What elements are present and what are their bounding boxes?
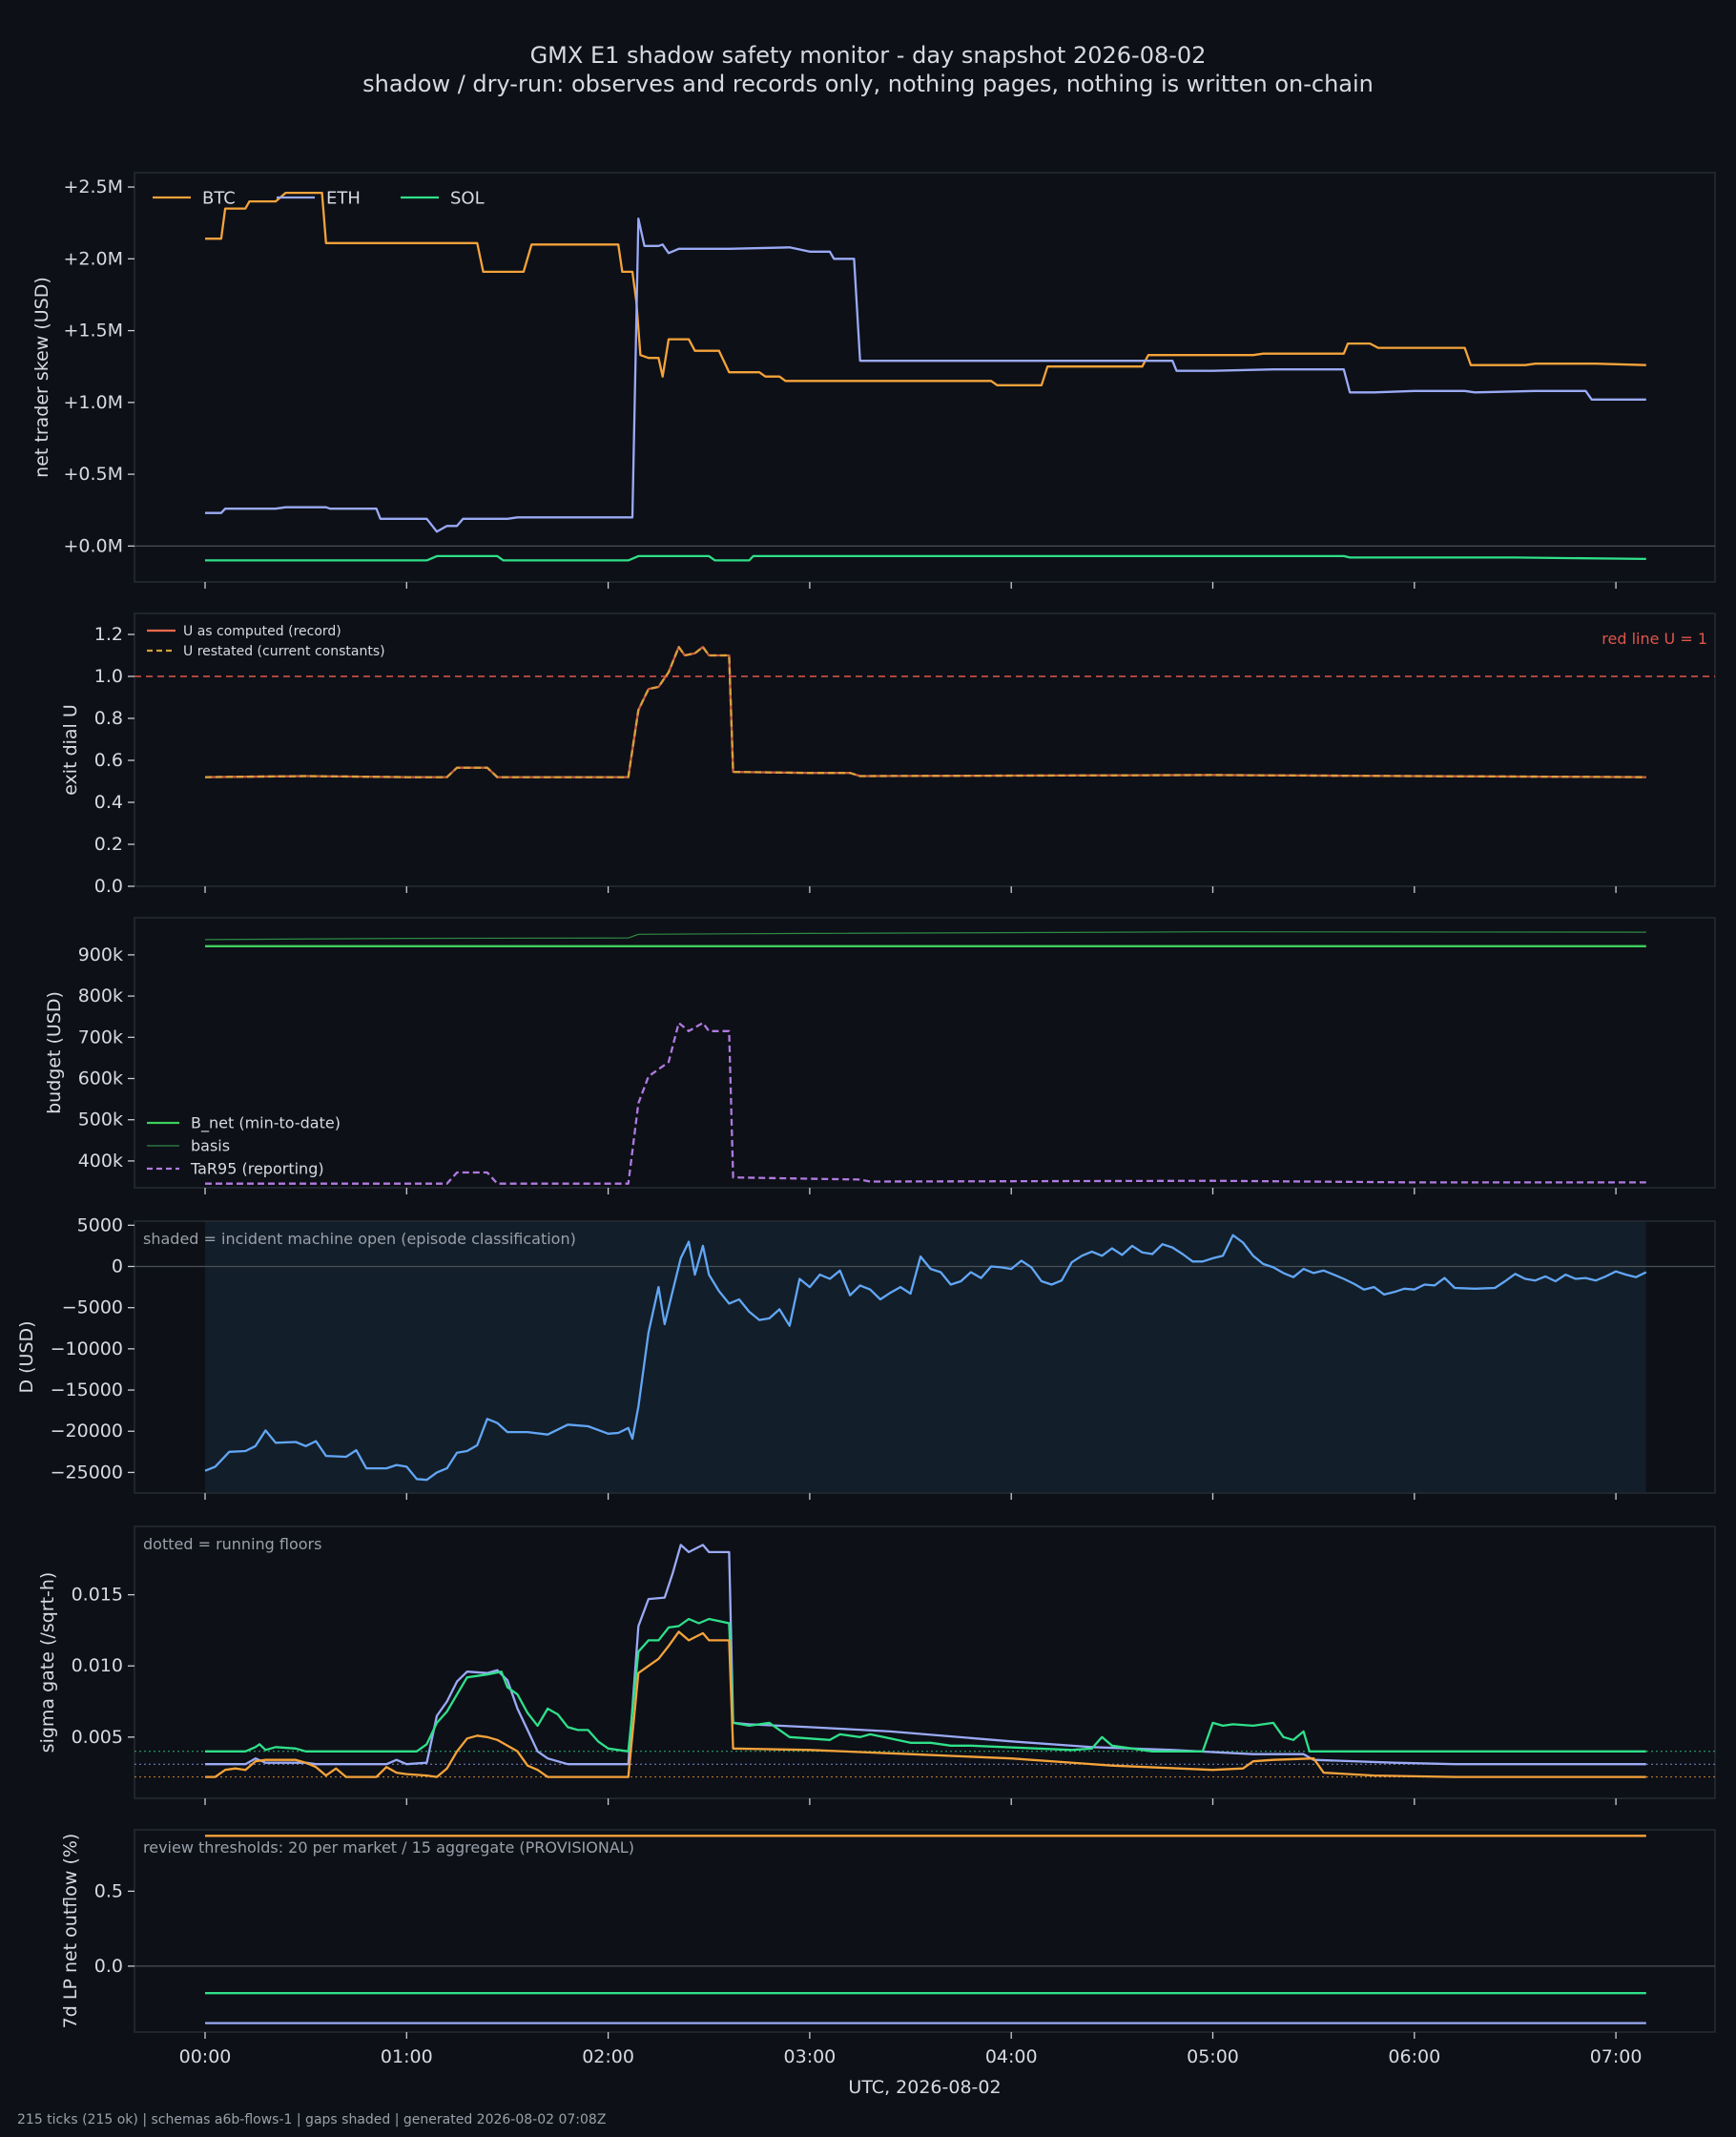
- panel-annotation: red line U = 1: [1602, 630, 1707, 648]
- panel-annotation: shaded = incident machine open (episode …: [143, 1230, 576, 1248]
- panel-annotation: dotted = running floors: [143, 1535, 321, 1553]
- chart-subtitle: shadow / dry-run: observes and records o…: [362, 71, 1374, 97]
- plot-frame: [134, 1525, 1716, 1799]
- y-tick-label: 700k: [78, 1027, 123, 1048]
- panel-4: −25000 −20000 −15000 −10000 −5000 0 5000 D (USD…: [16, 1214, 1716, 1500]
- plot-frame: [134, 917, 1716, 1189]
- x-tick-label: 07:00: [1590, 2046, 1643, 2067]
- series-line-eth: [205, 218, 1646, 533]
- y-tick-label: 900k: [78, 944, 123, 965]
- x-tick-label: 02:00: [582, 2046, 634, 2067]
- y-tick-label: 0.6: [94, 750, 123, 771]
- y-axis-label: budget (USD): [44, 991, 65, 1114]
- legend-label: SOL: [450, 188, 485, 208]
- legend-label: B_net (min-to-date): [191, 1114, 341, 1133]
- y-tick-label: 0.005: [72, 1727, 123, 1748]
- y-tick-label: −15000: [51, 1380, 123, 1400]
- plot-frame: [134, 1829, 1716, 2033]
- x-tick-label: 01:00: [381, 2046, 433, 2067]
- legend-label: basis: [191, 1137, 230, 1155]
- y-tick-label: −5000: [62, 1297, 123, 1318]
- panel-1: +0.0M +0.5M +1.0M +1.5M +2.0M +2.5M net trader…: [31, 172, 1716, 589]
- plot-frame: [134, 172, 1716, 583]
- y-axis-label: D (USD): [16, 1320, 37, 1393]
- panel-3: 400k 500k 600k 700k 800k 900k budget (USD) B_ne…: [44, 917, 1716, 1194]
- y-tick-label: 0.8: [94, 708, 123, 729]
- legend-label: ETH: [326, 188, 361, 208]
- y-axis-label: net trader skew (USD): [31, 277, 52, 478]
- y-tick-label: 0.010: [72, 1655, 123, 1676]
- y-tick-label: +0.0M: [63, 535, 123, 556]
- panel-2: 0.0 0.2 0.4 0.6 0.8 1.0 1.2 exit dial U red line…: [60, 612, 1716, 897]
- chart-title: GMX E1 shadow safety monitor - day snaps…: [529, 42, 1207, 69]
- y-tick-label: +2.5M: [63, 176, 123, 197]
- y-tick-label: −25000: [51, 1462, 123, 1483]
- series-line-tar95-reporting: [205, 1022, 1646, 1185]
- panel-5: 0.005 0.010 0.015 sigma gate (/sqrt-h) dotte…: [37, 1525, 1716, 1805]
- panel-annotation: review thresholds: 20 per market / 15 ag…: [143, 1838, 634, 1857]
- y-tick-label: +1.5M: [63, 321, 123, 342]
- x-tick-label: 00:00: [179, 2046, 232, 2067]
- series-line-series-1: [204, 1234, 1647, 1482]
- y-tick-label: 600k: [78, 1068, 123, 1089]
- y-tick-label: 5000: [77, 1214, 123, 1235]
- legend-label: TaR95 (reporting): [190, 1160, 324, 1178]
- series-line-btc: [205, 191, 1646, 386]
- x-tick-label: 06:00: [1388, 2046, 1440, 2067]
- y-tick-label: 0.0: [94, 1956, 123, 1977]
- y-tick-label: 0.0: [94, 876, 123, 897]
- x-tick-label: 03:00: [784, 2046, 837, 2067]
- y-tick-label: 800k: [78, 986, 123, 1006]
- x-axis-label: UTC, 2026-08-02: [848, 2077, 1001, 2098]
- panel-6: 0.0 0.5 00:00 01:00 02:00 03:00 04:00 05:00 06:0…: [60, 1829, 1716, 2098]
- y-tick-label: 400k: [78, 1151, 123, 1172]
- y-tick-label: 0.5: [94, 1880, 123, 1901]
- y-axis-label: 7d LP net outflow (%): [60, 1834, 81, 2029]
- y-tick-label: 0.2: [94, 834, 123, 855]
- y-tick-label: 0.4: [94, 792, 123, 813]
- y-tick-label: +0.5M: [63, 464, 123, 485]
- series-line-u-as-computed-record: [204, 646, 1646, 778]
- x-tick-label: 04:00: [985, 2046, 1038, 2067]
- y-tick-label: +2.0M: [63, 248, 123, 269]
- y-tick-label: 0: [112, 1256, 123, 1277]
- y-tick-label: +1.0M: [63, 392, 123, 413]
- series-line-u-restated-current-constants: [204, 646, 1646, 778]
- x-tick-label: 05:00: [1187, 2046, 1239, 2067]
- y-tick-label: 1.0: [94, 666, 123, 687]
- legend-label: BTC: [202, 188, 236, 208]
- plot-frame: [134, 1220, 1716, 1494]
- y-axis-label: sigma gate (/sqrt-h): [37, 1572, 58, 1753]
- series-line-series-1: [205, 1544, 1646, 1766]
- y-tick-label: −20000: [51, 1421, 123, 1442]
- footer-status: 215 ticks (215 ok) | schemas a6b-flows-1…: [17, 2112, 607, 2127]
- legend-label: U restated (current constants): [183, 644, 385, 659]
- series-line-sol: [205, 554, 1646, 562]
- plot-frame: [134, 612, 1716, 887]
- y-tick-label: 0.015: [72, 1585, 123, 1606]
- series-line-series-3: [205, 1630, 1646, 1778]
- y-tick-label: 500k: [78, 1110, 123, 1131]
- y-tick-label: 1.2: [94, 624, 123, 645]
- y-axis-label: exit dial U: [60, 704, 81, 796]
- legend-label: U as computed (record): [183, 624, 341, 639]
- series-line-series-2: [205, 1617, 1646, 1753]
- series-line-basis: [204, 931, 1646, 941]
- y-tick-label: −10000: [51, 1338, 123, 1359]
